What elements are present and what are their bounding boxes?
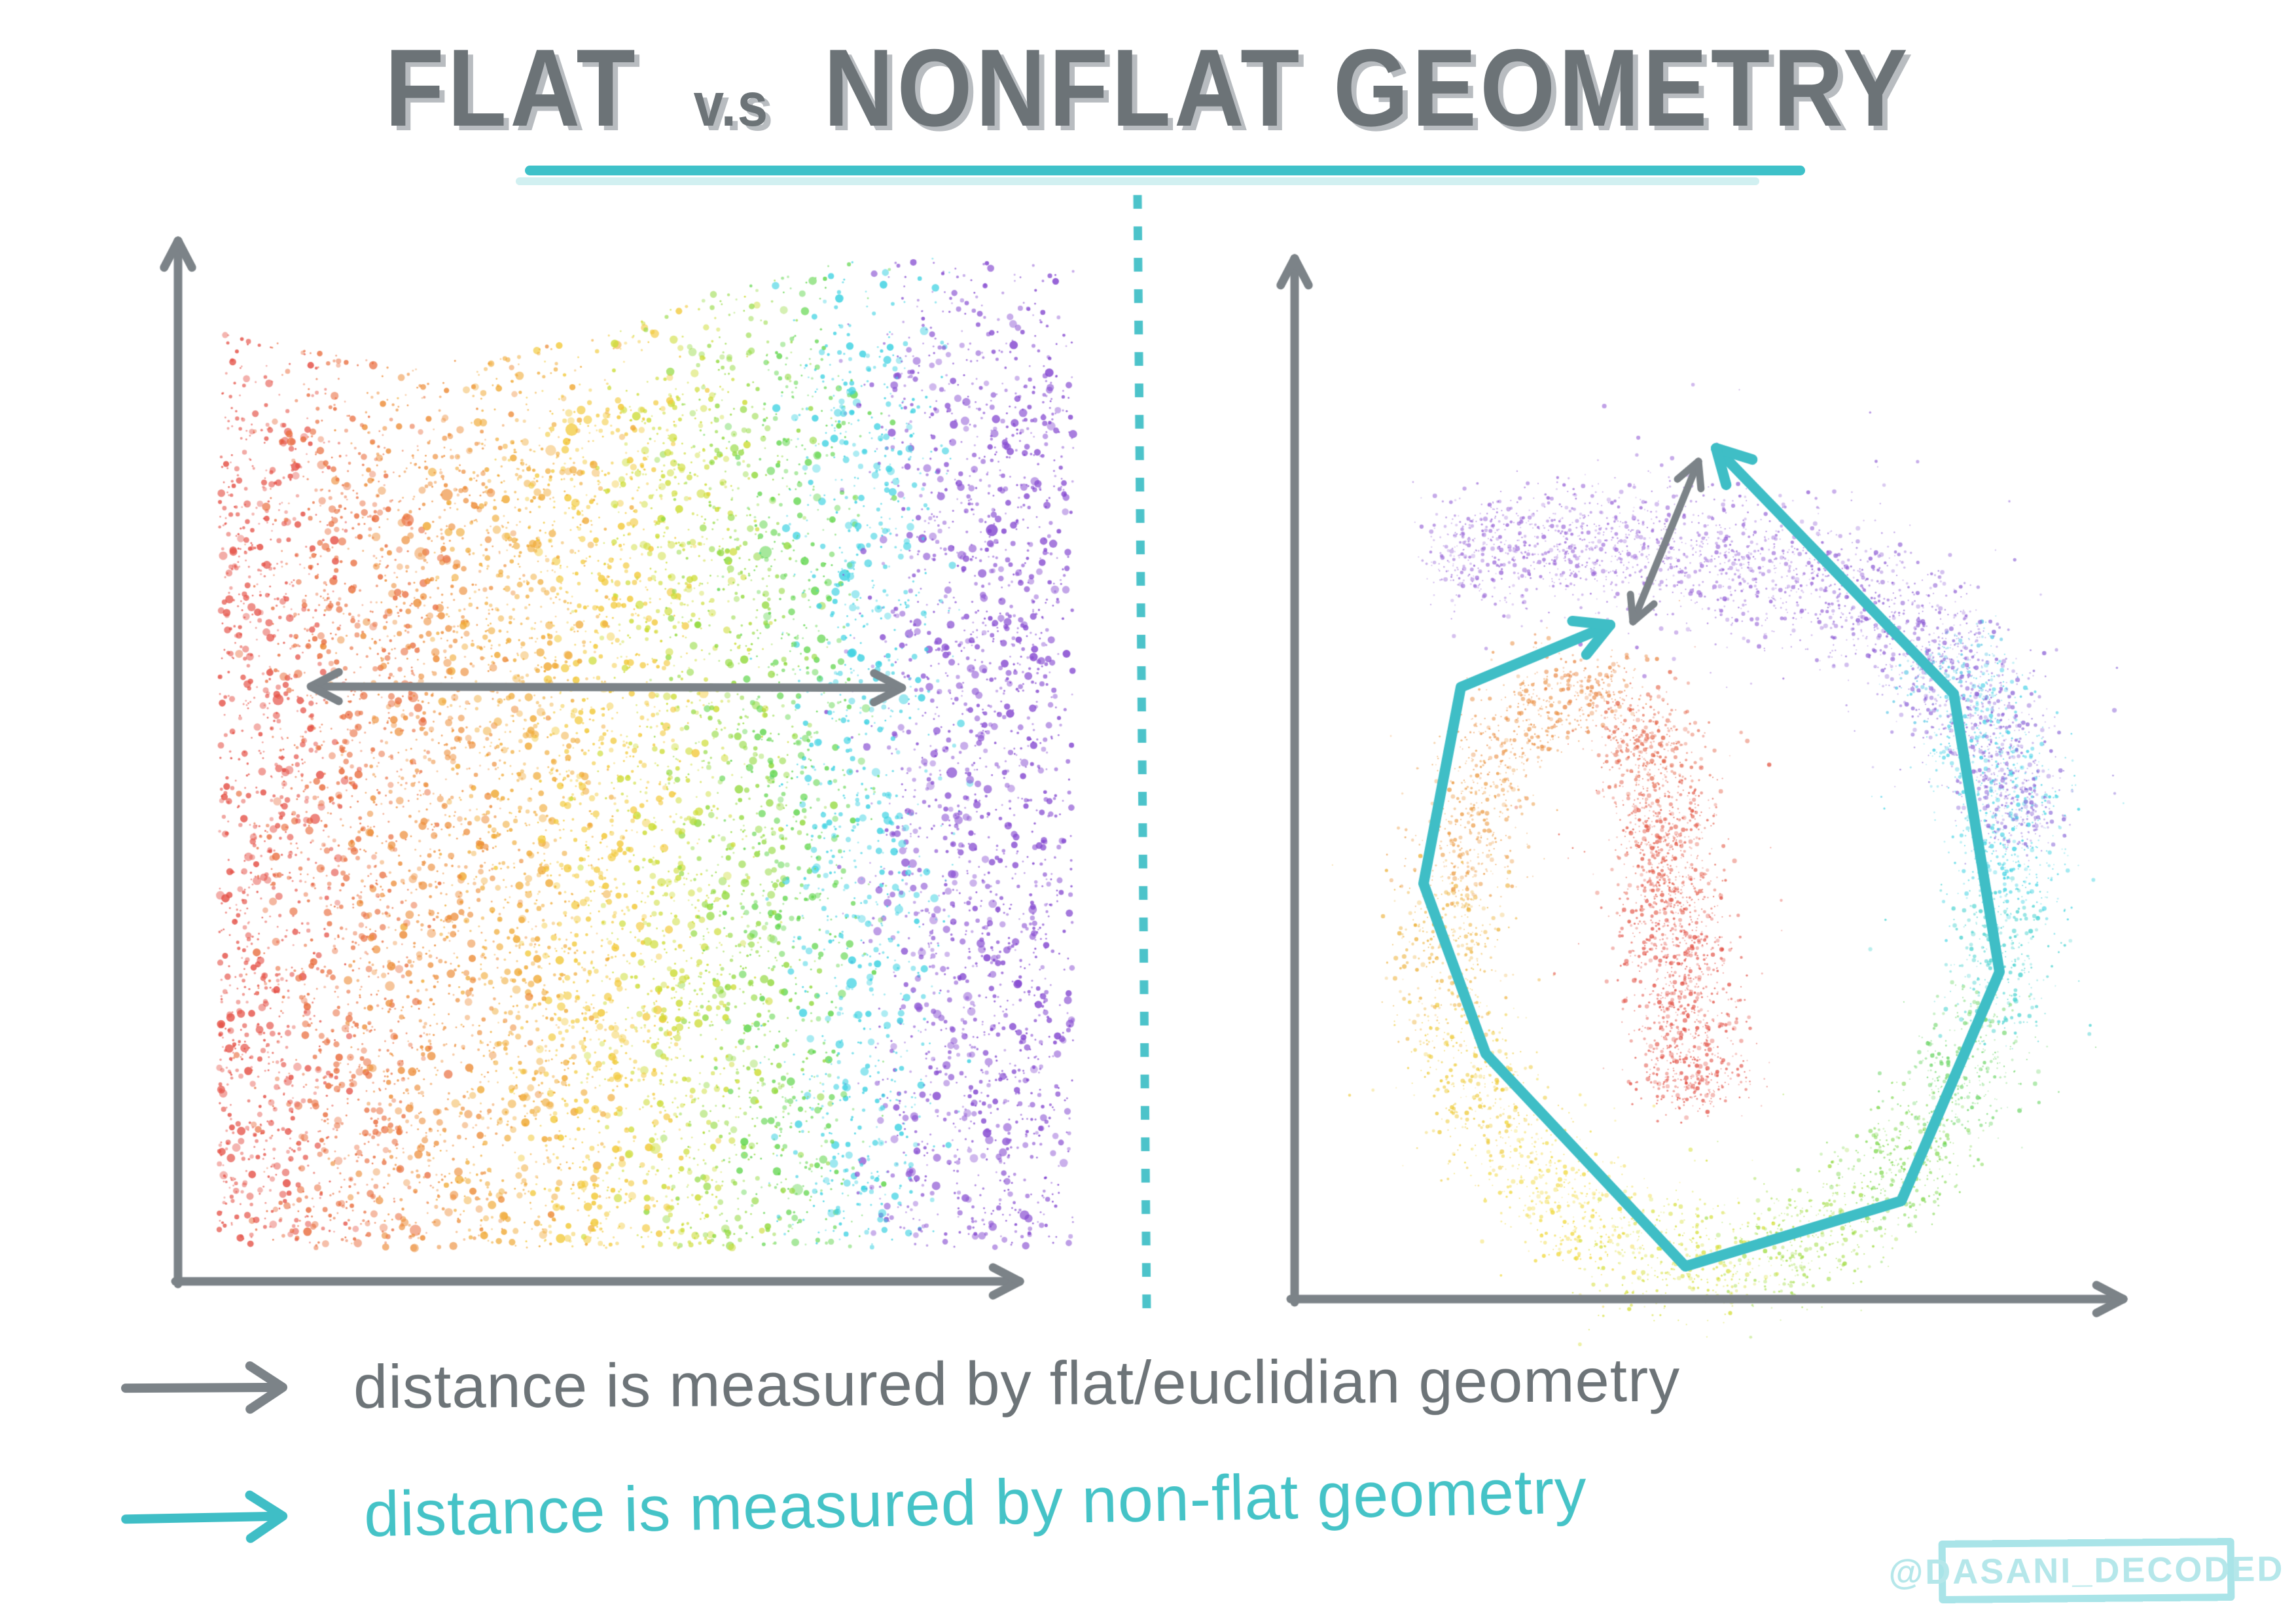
legend-nonflat-row: distance is measured by non-flat geometr…: [116, 1454, 1588, 1556]
title-vs: v.s: [693, 70, 769, 139]
title-nonflat: NONFLAT GEOMETRY: [823, 26, 1911, 149]
title-flat: FLAT: [385, 26, 639, 149]
title-underline: [525, 166, 1805, 175]
legend-flat-row: distance is measured by flat/euclidian g…: [117, 1344, 1681, 1425]
watermark-text: @DASANI_DECODED: [1888, 1549, 2285, 1592]
nonflat-arrow-icon: [121, 1490, 288, 1543]
title-underline-shadow: [516, 177, 1759, 185]
page-title: FLAT v.s NONFLAT GEOMETRY: [137, 25, 2158, 151]
legend-flat-label: distance is measured by flat/euclidian g…: [353, 1345, 1681, 1421]
flat-arrow-icon: [121, 1361, 288, 1414]
watermark-badge: @DASANI_DECODED: [1888, 1538, 2285, 1603]
